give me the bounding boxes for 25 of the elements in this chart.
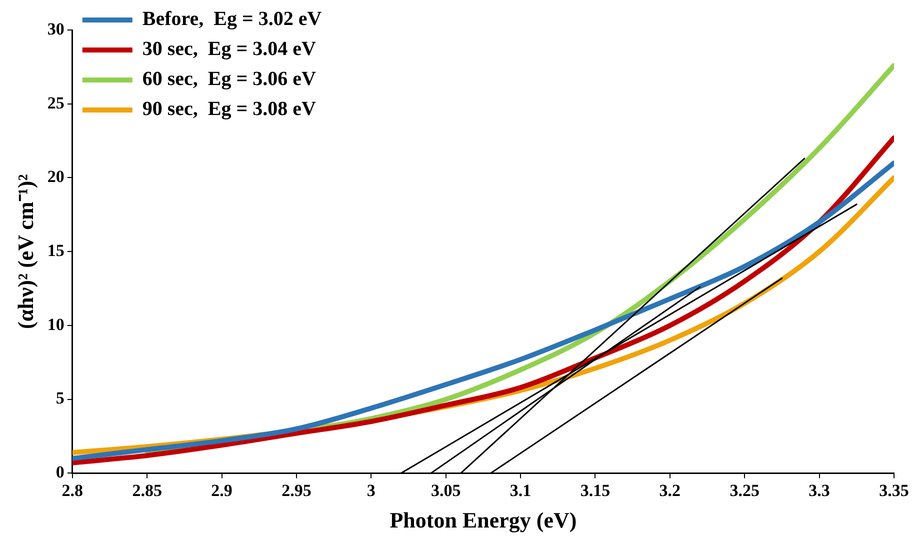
y-axis-title: (αhν)² (eV cm⁻¹)² [12,174,38,329]
x-tick-label: 2.85 [132,480,162,500]
x-axis-title: Photon Energy (eV) [390,507,577,532]
x-tick-label: 3.2 [659,480,681,500]
legend-label: 90 sec, Eg = 3.08 eV [142,98,317,120]
y-tick-label: 10 [47,314,64,334]
x-tick-label: 2.8 [62,480,84,500]
legend-label: Before, Eg = 3.02 eV [142,8,322,30]
x-tick-label: 2.95 [282,480,312,500]
y-tick-label: 25 [47,93,64,112]
y-tick-label: 0 [56,462,64,482]
y-tick-label: 5 [56,388,64,408]
x-tick-label: 3.35 [879,480,909,500]
legend-label: 60 sec, Eg = 3.06 eV [142,68,317,90]
legend-label: 30 sec, Eg = 3.04 eV [142,38,317,60]
y-tick-label: 20 [47,167,64,186]
x-tick-label: 3.3 [808,480,830,500]
x-tick-label: 2.9 [211,480,232,500]
x-tick-label: 3.15 [580,480,610,500]
x-tick-label: 3.25 [730,480,760,500]
y-tick-label: 30 [47,19,64,38]
x-tick-label: 3.1 [510,480,532,500]
y-tick-label: 15 [47,240,64,260]
x-tick-label: 3.05 [430,480,461,500]
x-tick-label: 3 [366,480,376,500]
